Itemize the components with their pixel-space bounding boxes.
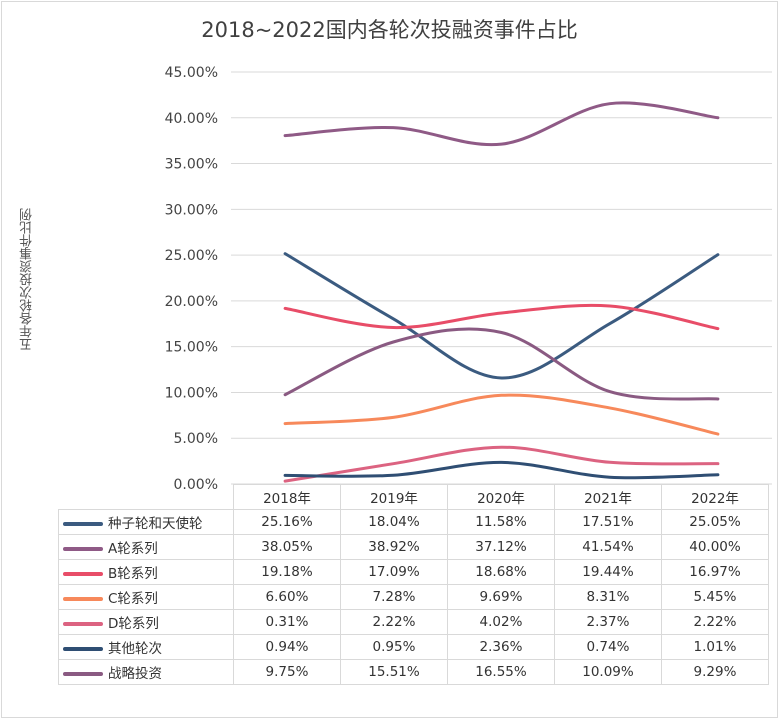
legend-label: 战略投资 bbox=[108, 666, 162, 682]
legend-label: C轮系列 bbox=[108, 591, 158, 607]
data-label: 18.04% bbox=[340, 509, 448, 535]
table-row: A轮系列 38.05% 38.92% 37.12% 41.54% 40.00% bbox=[58, 534, 769, 560]
data-label: 9.69% bbox=[447, 584, 555, 610]
y-tick-label: 20.00% bbox=[165, 294, 218, 310]
legend-swatch bbox=[63, 572, 103, 576]
data-label: 2.37% bbox=[554, 609, 662, 635]
y-tick-label: 45.00% bbox=[165, 65, 218, 81]
y-tick-label: 25.00% bbox=[165, 248, 218, 264]
legend-swatch bbox=[63, 622, 103, 626]
legend-entry: C轮系列 bbox=[58, 584, 234, 610]
data-table: 2018年 2019年 2020年 2021年 2022年 种子轮和天使轮 25.16% 18… bbox=[58, 484, 769, 685]
legend-label: A轮系列 bbox=[108, 541, 158, 557]
x-tick-label: 2022年 bbox=[661, 484, 769, 510]
legend-entry: D轮系列 bbox=[58, 609, 234, 635]
legend-swatch bbox=[63, 597, 103, 601]
legend-swatch bbox=[63, 647, 103, 651]
x-tick-label: 2021年 bbox=[554, 484, 662, 510]
series-line-4 bbox=[283, 445, 720, 483]
x-tick-label: 2020年 bbox=[447, 484, 555, 510]
y-tick-label: 15.00% bbox=[165, 340, 218, 356]
y-tick-label: 5.00% bbox=[174, 431, 218, 447]
data-label: 17.09% bbox=[340, 559, 448, 585]
legend-label: D轮系列 bbox=[108, 616, 159, 632]
legend-label: 种子轮和天使轮 bbox=[108, 516, 203, 532]
table-row: D轮系列 0.31% 2.22% 4.02% 2.37% 2.22% bbox=[58, 609, 769, 635]
data-label: 37.12% bbox=[447, 534, 555, 560]
legend-entry: A轮系列 bbox=[58, 534, 234, 560]
y-tick-label: 40.00% bbox=[165, 111, 218, 127]
data-label: 25.16% bbox=[233, 509, 341, 535]
legend-swatch bbox=[63, 547, 103, 551]
data-label: 18.68% bbox=[447, 559, 555, 585]
data-label: 41.54% bbox=[554, 534, 662, 560]
data-label: 7.28% bbox=[340, 584, 448, 610]
legend-entry: 种子轮和天使轮 bbox=[58, 509, 234, 535]
legend-entry: 战略投资 bbox=[58, 659, 234, 685]
data-label: 8.31% bbox=[554, 584, 662, 610]
legend-label: B轮系列 bbox=[108, 566, 158, 582]
data-label: 0.74% bbox=[554, 634, 662, 660]
legend-entry: B轮系列 bbox=[58, 559, 234, 585]
data-label: 1.01% bbox=[661, 634, 769, 660]
legend-swatch bbox=[63, 522, 103, 526]
data-label: 4.02% bbox=[447, 609, 555, 635]
table-corner bbox=[58, 484, 234, 510]
data-label: 15.51% bbox=[340, 659, 448, 685]
series-line-5 bbox=[283, 460, 720, 480]
data-label: 9.75% bbox=[233, 659, 341, 685]
table-row: 其他轮次 0.94% 0.95% 2.36% 0.74% 1.01% bbox=[58, 634, 769, 660]
y-tick-label: 35.00% bbox=[165, 157, 218, 173]
table-row: C轮系列 6.60% 7.28% 9.69% 8.31% 5.45% bbox=[58, 584, 769, 610]
table-row: 战略投资 9.75% 15.51% 16.55% 10.09% 9.29% bbox=[58, 659, 769, 685]
data-label: 17.51% bbox=[554, 509, 662, 535]
series-line-1 bbox=[283, 101, 720, 147]
chart-title: 2018~2022国内各轮次投融资事件占比 bbox=[201, 18, 578, 42]
data-label: 2.36% bbox=[447, 634, 555, 660]
data-label: 0.94% bbox=[233, 634, 341, 660]
data-label: 2.22% bbox=[340, 609, 448, 635]
data-label: 6.60% bbox=[233, 584, 341, 610]
data-label: 9.29% bbox=[661, 659, 769, 685]
legend-swatch bbox=[63, 672, 103, 676]
data-label: 10.09% bbox=[554, 659, 662, 685]
x-tick-label: 2019年 bbox=[340, 484, 448, 510]
table-row: B轮系列 19.18% 17.09% 18.68% 19.44% 16.97% bbox=[58, 559, 769, 585]
table-header-row: 2018年 2019年 2020年 2021年 2022年 bbox=[58, 484, 769, 510]
series-line-2 bbox=[283, 303, 720, 331]
data-label: 38.92% bbox=[340, 534, 448, 560]
y-tick-label: 10.00% bbox=[165, 385, 218, 401]
data-label: 19.44% bbox=[554, 559, 662, 585]
data-label: 2.22% bbox=[661, 609, 769, 635]
series-line-6 bbox=[283, 327, 720, 401]
y-tick-label: 30.00% bbox=[165, 202, 218, 218]
data-label: 25.05% bbox=[661, 509, 769, 535]
legend-label: 其他轮次 bbox=[108, 641, 162, 657]
data-label: 38.05% bbox=[233, 534, 341, 560]
data-label: 5.45% bbox=[661, 584, 769, 610]
data-label: 0.31% bbox=[233, 609, 341, 635]
data-label: 16.55% bbox=[447, 659, 555, 685]
series-line-3 bbox=[283, 393, 720, 436]
data-label: 0.95% bbox=[340, 634, 448, 660]
data-label: 11.58% bbox=[447, 509, 555, 535]
data-label: 40.00% bbox=[661, 534, 769, 560]
series-line-0 bbox=[283, 252, 720, 380]
data-label: 19.18% bbox=[233, 559, 341, 585]
legend-entry: 其他轮次 bbox=[58, 634, 234, 660]
table-row: 种子轮和天使轮 25.16% 18.04% 11.58% 17.51% 25.05% bbox=[58, 509, 769, 535]
data-label: 16.97% bbox=[661, 559, 769, 585]
x-tick-label: 2018年 bbox=[233, 484, 341, 510]
